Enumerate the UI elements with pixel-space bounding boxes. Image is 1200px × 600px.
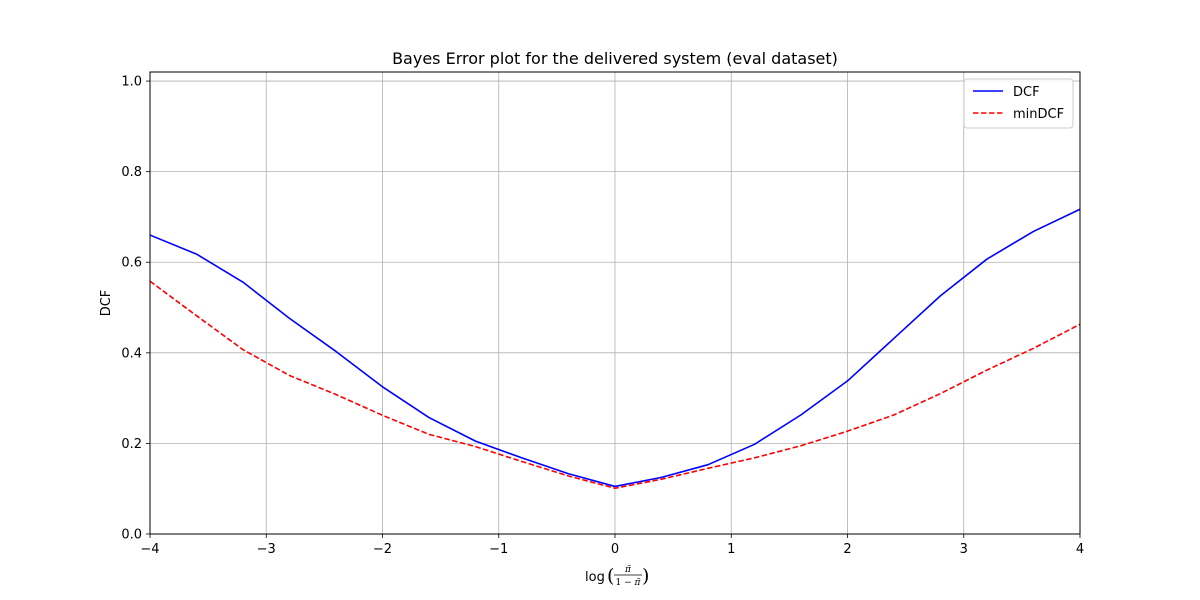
grid (149, 72, 1081, 535)
svg-text:(: ( (607, 565, 614, 587)
y-axis-ticks: 0.0 0.2 0.4 0.6 0.8 1.0 (121, 75, 150, 543)
x-tick-label: 0 (611, 542, 619, 557)
x-tick-label: 3 (960, 542, 968, 557)
svg-text:π̃: π̃ (624, 564, 632, 575)
svg-text:1 − π̃: 1 − π̃ (616, 577, 642, 588)
x-tick-label: −3 (257, 542, 276, 557)
x-tick-label: 4 (1076, 542, 1084, 557)
x-tick-label: −1 (489, 542, 508, 557)
svg-text:log: log (585, 570, 605, 585)
x-tick-label: 1 (727, 542, 735, 557)
y-tick-label: 0.2 (121, 437, 142, 452)
x-tick-label: −2 (373, 542, 392, 557)
svg-text:): ) (642, 565, 649, 587)
y-tick-label: 0.0 (121, 528, 142, 543)
x-tick-label: −4 (140, 542, 159, 557)
legend-label-mindcf: minDCF (1013, 107, 1064, 122)
legend-label-dcf: DCF (1013, 85, 1040, 100)
legend: DCF minDCF (963, 78, 1074, 129)
series-line-mindcf (149, 280, 1081, 490)
series-line-dcf (149, 208, 1081, 488)
y-tick-label: 0.4 (121, 346, 142, 361)
chart-title: Bayes Error plot for the delivered syste… (392, 49, 838, 68)
x-tick-label: 2 (843, 542, 851, 557)
y-tick-label: 1.0 (121, 75, 142, 90)
x-axis-ticks: −4 −3 −2 −1 0 1 2 3 4 (140, 534, 1084, 557)
y-tick-label: 0.8 (121, 165, 142, 180)
x-axis-label: log ( π̃ 1 − π̃ ) (585, 564, 649, 588)
y-axis-label: DCF (99, 290, 114, 317)
y-tick-label: 0.6 (121, 256, 142, 271)
series-lines (149, 208, 1081, 490)
